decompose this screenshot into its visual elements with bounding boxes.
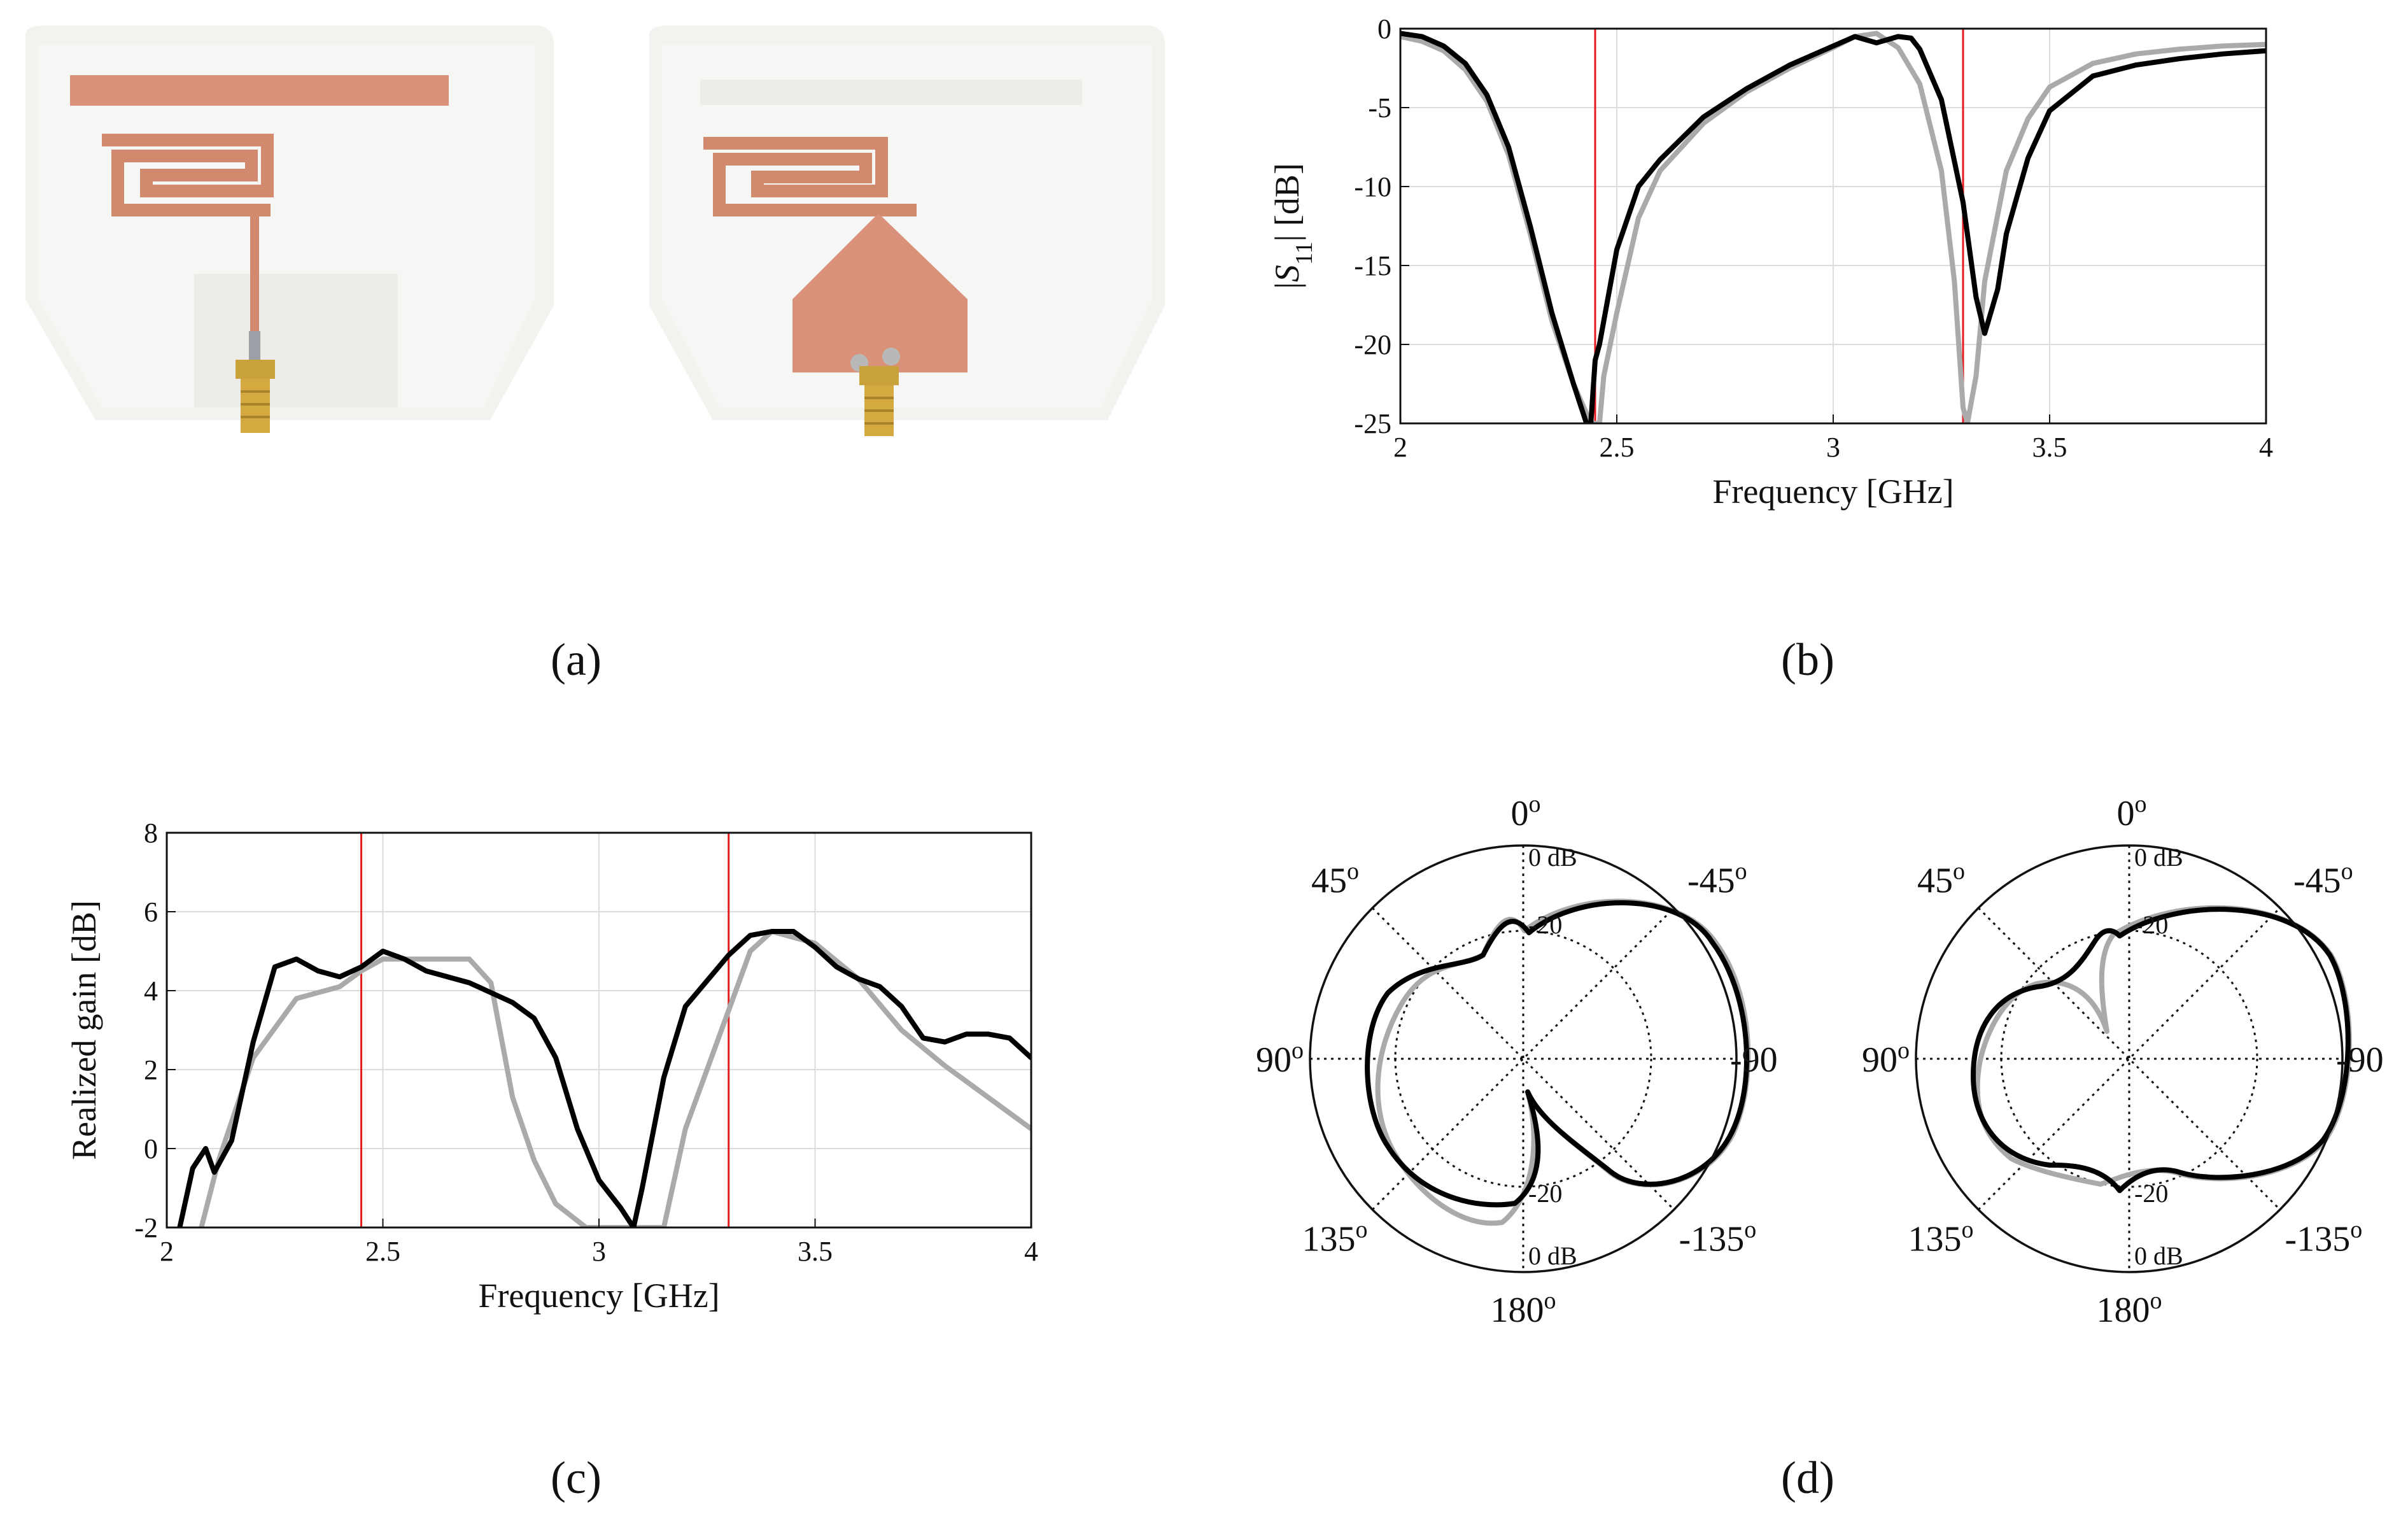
series-line-gray xyxy=(199,929,1031,1227)
angle-label-bottom_left: 135o xyxy=(1302,1217,1367,1259)
radiation-pattern-left: 0o 45o -45o 90o -90 135o -135o 180o 0 dB -20 0 dB -… xyxy=(1256,791,1778,1330)
angle-label-bottom_left: 135o xyxy=(1908,1217,1973,1259)
panel-label-a: (a) xyxy=(551,634,602,685)
series-line-black xyxy=(1400,31,2266,423)
s11-xlabel: Frequency [GHz] xyxy=(1712,472,1954,511)
pattern-black xyxy=(1971,907,2351,1193)
s11-y-ticks: 0 -5 -10 -15 -20 -25 xyxy=(1354,13,1409,439)
angle-label-bottom_right: -135o xyxy=(1679,1217,1757,1259)
y-tick-label: 6 xyxy=(144,896,158,928)
x-tick-label: 2 xyxy=(1393,432,1407,463)
db-label-bottom: 0 dB xyxy=(2134,1242,2183,1270)
radiation-pattern-right: 0o 45o -45o 90o -90 135o -135o 180o 0 dB -20 0 dB -… xyxy=(1862,791,2384,1330)
y-tick-label: -10 xyxy=(1354,171,1391,202)
polar-spoke xyxy=(1372,907,1675,1210)
y-tick-label: 0 xyxy=(144,1133,158,1164)
s11-ylabel-text: |S11| [dB] xyxy=(1268,163,1318,289)
x-tick-label: 3.5 xyxy=(798,1236,833,1267)
x-tick-label: 4 xyxy=(2259,432,2273,463)
x-tick-label: 2.5 xyxy=(1600,432,1635,463)
db-label-bottom: 0 dB xyxy=(1528,1242,1577,1270)
angle-label-bottom_right: -135o xyxy=(2285,1217,2363,1259)
panel-label-b: (b) xyxy=(1781,634,1834,685)
copper-top-strip xyxy=(70,75,449,106)
angle-label-bottom: 180o xyxy=(1491,1287,1556,1330)
db-label-top: 0 dB xyxy=(1528,843,1577,872)
polar-outer-ring xyxy=(1309,844,1738,1273)
y-tick-label: 0 xyxy=(1377,13,1391,45)
db-label-top-inner: -20 xyxy=(2134,910,2168,939)
gain-xlabel: Frequency [GHz] xyxy=(478,1277,719,1315)
angle-label-left: 90o xyxy=(1862,1037,1910,1080)
x-tick-label: 3 xyxy=(592,1236,606,1267)
angle-label-left: 90o xyxy=(1256,1037,1304,1080)
gain-plot: 2 2.5 3 3.5 4 8 6 4 2 0 -2 Frequency [GHz] Realiz… xyxy=(65,817,1038,1315)
angle-label-right: -90 xyxy=(2336,1040,2384,1080)
series-line-black xyxy=(177,929,1031,1227)
gain-x-ticks: 2 2.5 3 3.5 4 xyxy=(160,1219,1038,1267)
y-tick-label: 4 xyxy=(144,975,158,1007)
polar-spoke xyxy=(1978,907,2281,1210)
y-tick-label: 2 xyxy=(144,1054,158,1086)
pattern-black xyxy=(1365,900,1749,1208)
y-tick-label: 8 xyxy=(144,817,158,849)
angle-label-top: 0o xyxy=(1511,791,1541,833)
gain-ylabel: Realized gain [dB] xyxy=(65,900,103,1160)
x-tick-label: 2 xyxy=(160,1236,174,1267)
db-label-bottom-inner: -20 xyxy=(1528,1179,1562,1208)
s11-x-ticks: 2 2.5 3 3.5 4 xyxy=(1393,414,2273,463)
panel-label-c: (c) xyxy=(551,1452,602,1503)
x-tick-label: 4 xyxy=(1024,1236,1038,1267)
s11-series xyxy=(1400,31,2266,423)
s11-ylabel: |S11| [dB] xyxy=(1268,163,1318,289)
y-tick-label: -20 xyxy=(1354,329,1391,360)
angle-label-bottom: 180o xyxy=(2097,1287,2162,1330)
gain-series xyxy=(177,929,1031,1227)
y-tick-label: -2 xyxy=(134,1212,158,1243)
gain-marker-lines xyxy=(360,833,730,1227)
y-tick-label: -25 xyxy=(1354,408,1391,439)
angle-label-top_left: 45o xyxy=(1917,858,1965,901)
angle-label-top_right: -45o xyxy=(2293,858,2353,901)
db-label-bottom-inner: -20 xyxy=(2134,1179,2168,1208)
x-tick-label: 3.5 xyxy=(2032,432,2067,463)
s11-plot: 2 2.5 3 3.5 4 0 -5 -10 -15 -20 -25 Frequency [GHz… xyxy=(1268,13,2273,511)
angle-label-top_right: -45o xyxy=(1687,858,1747,901)
antenna-photo-monopole xyxy=(25,25,554,433)
angle-label-top: 0o xyxy=(2117,791,2147,833)
polar-outer-ring xyxy=(1915,844,2344,1273)
angle-label-right: -90 xyxy=(1730,1040,1778,1080)
db-label-top: 0 dB xyxy=(2134,843,2183,872)
db-label-top-inner: -20 xyxy=(1528,910,1562,939)
y-tick-label: -5 xyxy=(1368,92,1391,124)
s11-marker-lines xyxy=(1594,29,1964,423)
x-tick-label: 2.5 xyxy=(365,1236,400,1267)
gain-y-ticks: 8 6 4 2 0 -2 xyxy=(134,817,176,1243)
polar-spoke xyxy=(1372,907,1675,1210)
angle-label-top_left: 45o xyxy=(1311,858,1359,901)
antenna-photo-with-ground xyxy=(649,25,1165,436)
panel-label-d: (d) xyxy=(1781,1452,1834,1503)
x-tick-label: 3 xyxy=(1826,432,1840,463)
y-tick-label: -15 xyxy=(1354,250,1391,281)
